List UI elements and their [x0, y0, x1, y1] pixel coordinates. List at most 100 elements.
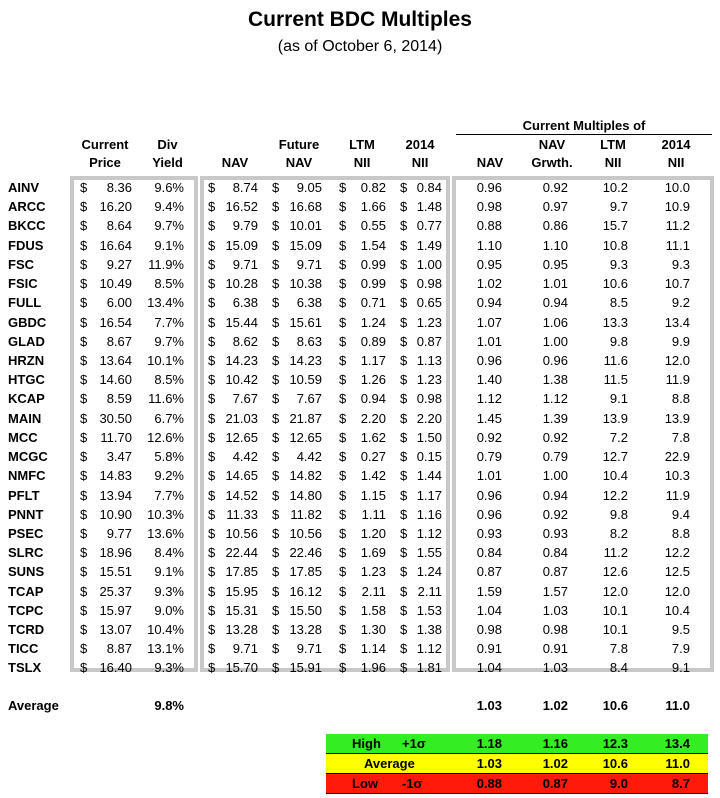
nav-cell: 17.85	[225, 564, 258, 580]
nii-2014-cell: 1.48	[416, 199, 442, 215]
nav-cell: 13.28	[225, 622, 258, 638]
table-row: TICC $8.87 13.1% $9.71 $9.71 $1.14 $1.12 0.91 0.…	[0, 639, 720, 658]
price-currency: $	[80, 468, 88, 484]
future-nav-currency: $	[272, 660, 280, 676]
future-nav-currency: $	[272, 583, 280, 599]
ltm-currency: $	[339, 372, 347, 388]
future-nav-currency: $	[272, 391, 280, 407]
yield-cell: 8.5%	[154, 276, 184, 292]
nav-currency: $	[208, 545, 216, 561]
ltm-nii-cell: 1.30	[360, 622, 386, 638]
nii-2014-cell: 1.13	[416, 352, 442, 368]
nii-2014-cell: 1.55	[416, 545, 442, 561]
average-mult-nav-growth: 1.02	[542, 698, 568, 713]
ltm-currency: $	[339, 564, 347, 580]
table-row: HRZN $13.64 10.1% $14.23 $14.23 $1.17 $1.13 0.9…	[0, 351, 720, 370]
future-nav-cell: 6.38	[296, 295, 322, 311]
price-cell: 14.83	[99, 468, 132, 484]
average-row: Average 9.8% 1.03 1.02 10.6 11.0	[0, 698, 720, 716]
future-nav-currency: $	[272, 602, 280, 618]
ltm-nii-cell: 1.11	[361, 506, 386, 522]
mult-2014-cell: 10.7	[664, 276, 690, 292]
nii-2014-cell: 1.23	[416, 372, 442, 388]
ltm-currency: $	[339, 333, 347, 349]
mult-2014-cell: 10.9	[664, 199, 690, 215]
mult-nav-cell: 0.96	[476, 352, 502, 368]
nii-2014-currency: $	[400, 429, 408, 445]
ticker-cell: SLRC	[8, 545, 44, 561]
yield-cell: 13.1%	[147, 641, 184, 657]
ltm-nii-cell: 0.99	[360, 276, 386, 292]
multiples-box	[452, 176, 714, 672]
future-nav-currency: $	[272, 314, 280, 330]
legend-label: Average	[364, 756, 415, 771]
table-row: BKCC $8.64 9.7% $9.79 $10.01 $0.55 $0.77 0.88 0.…	[0, 216, 720, 235]
mult-2014-cell: 7.8	[671, 429, 690, 445]
ltm-currency: $	[339, 525, 347, 541]
ltm-currency: $	[339, 583, 347, 599]
nii-2014-cell: 1.17	[416, 487, 442, 503]
nav-currency: $	[208, 180, 216, 195]
future-nav-currency: $	[272, 218, 280, 234]
legend-mult-ltm: 10.6	[602, 756, 628, 771]
yield-cell: 7.7%	[154, 314, 184, 330]
price-currency: $	[80, 199, 88, 215]
mult-nav-cell: 1.04	[476, 602, 502, 618]
ltm-currency: $	[339, 622, 347, 638]
future-nav-currency: $	[272, 410, 280, 426]
price-cell: 16.54	[99, 314, 132, 330]
ltm-nii-cell: 1.66	[360, 199, 386, 215]
mult-nav-cell: 0.87	[476, 564, 502, 580]
legend-label: Low	[352, 776, 378, 791]
mult-2014-cell: 8.8	[671, 525, 690, 541]
price-cell: 8.59	[106, 391, 132, 407]
ticker-cell: HTGC	[8, 372, 45, 388]
ticker-cell: TICC	[8, 641, 39, 657]
ticker-cell: MCC	[8, 429, 38, 445]
yield-cell: 13.4%	[147, 295, 184, 311]
mult-2014-cell: 9.5	[671, 622, 690, 638]
ltm-currency: $	[339, 545, 347, 561]
table-row: TCAP $25.37 9.3% $15.95 $16.12 $2.11 $2.11 1.59…	[0, 582, 720, 601]
ltm-currency: $	[339, 276, 347, 292]
mult-nav-growth-cell: 1.10	[542, 237, 568, 253]
ticker-cell: ARCC	[8, 199, 46, 215]
mult-nav-cell: 1.12	[476, 391, 502, 407]
ltm-currency: $	[339, 352, 347, 368]
nav-currency: $	[208, 314, 216, 330]
mult-ltm-cell: 12.2	[602, 487, 628, 503]
future-nav-currency: $	[272, 256, 280, 272]
mult-2014-cell: 12.0	[664, 352, 690, 368]
ltm-nii-cell: 0.82	[360, 180, 386, 195]
price-cell: 9.77	[106, 525, 132, 541]
price-currency: $	[80, 449, 88, 465]
price-cell: 15.97	[99, 602, 132, 618]
ticker-cell: AINV	[8, 180, 40, 195]
mult-nav-cell: 1.45	[476, 410, 502, 426]
future-nav-currency: $	[272, 372, 280, 388]
price-cell: 9.27	[106, 256, 132, 272]
price-currency: $	[80, 352, 88, 368]
sigma-legend: High +1σ 1.18 1.16 12.3 13.4 Average 1.03 1.02 10…	[326, 734, 708, 794]
mult-ltm-cell: 13.9	[602, 410, 628, 426]
mult-2014-cell: 9.9	[671, 333, 690, 349]
mult-nav-cell: 1.04	[476, 660, 502, 676]
mult-nav-cell: 0.92	[476, 429, 502, 445]
future-nav-cell: 9.71	[296, 256, 322, 272]
nav-cell: 4.42	[232, 449, 258, 465]
ticker-cell: MAIN	[8, 410, 42, 426]
nii-2014-cell: 1.16	[416, 506, 442, 522]
price-currency: $	[80, 333, 88, 349]
mult-ltm-cell: 7.8	[609, 641, 628, 657]
mult-nav-growth-cell: 1.38	[542, 372, 568, 388]
nav-currency: $	[208, 487, 216, 503]
future-nav-currency: $	[272, 352, 280, 368]
nii-2014-currency: $	[400, 487, 408, 503]
nav-currency: $	[208, 218, 216, 234]
future-nav-cell: 17.85	[289, 564, 322, 580]
average-mult-nav: 1.03	[476, 698, 502, 713]
yield-cell: 10.4%	[147, 622, 184, 638]
table-row: FSIC $10.49 8.5% $10.28 $10.38 $0.99 $0.98 1.02…	[0, 274, 720, 293]
future-nav-currency: $	[272, 449, 280, 465]
nav-cell: 7.67	[232, 391, 258, 407]
